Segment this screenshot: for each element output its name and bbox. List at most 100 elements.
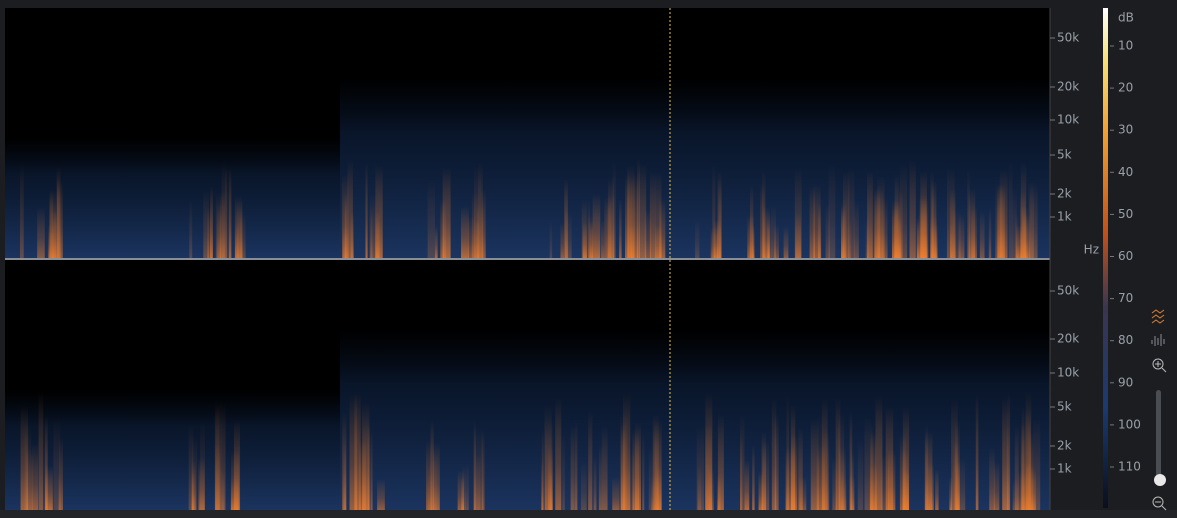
spectral-streak [472, 193, 479, 258]
db-label: 40 [1118, 165, 1133, 179]
spectral-streak [587, 215, 593, 258]
spectral-streak [602, 427, 608, 510]
spectral-streak [956, 462, 960, 510]
spectral-streak [930, 171, 933, 258]
spectral-streak [1018, 471, 1025, 510]
spectral-streak [370, 430, 372, 510]
db-label: 20 [1118, 81, 1133, 95]
spectral-streak [198, 458, 204, 510]
spectrogram-mode-icon[interactable] [1152, 310, 1164, 323]
spectral-streak [217, 203, 221, 258]
zoom-slider-thumb[interactable] [1154, 474, 1166, 486]
spectral-streak [1022, 207, 1028, 258]
spectral-streak [604, 197, 611, 258]
spectrogram-editor: 50k20k10k5k2k1kHz50k20k10k5k2k1kdB102030… [0, 0, 1177, 518]
spectral-streak [431, 420, 434, 510]
freq-label: 20k [1057, 80, 1079, 94]
spectral-streak [1025, 409, 1031, 510]
time-ruler [0, 510, 1177, 518]
spectral-streak [920, 195, 927, 258]
spectral-streak [744, 460, 749, 510]
spectral-streak [763, 206, 770, 258]
spectral-streak [976, 393, 979, 510]
db-label: 60 [1118, 249, 1133, 263]
color-scale-bar [1103, 8, 1108, 508]
spectral-streak [953, 208, 961, 258]
spectral-streak [697, 425, 704, 510]
spectral-streak [903, 406, 909, 510]
freq-label: 50k [1057, 31, 1079, 45]
spectral-streak [461, 206, 469, 258]
spectral-streak [826, 204, 830, 258]
spectral-streak [1030, 182, 1038, 258]
spectral-streak [763, 441, 770, 510]
spectral-streak [571, 425, 575, 510]
spectrogram-view: 50k20k10k5k2k1kHz50k20k10k5k2k1kdB102030… [0, 0, 1177, 518]
spectral-streak [555, 397, 561, 510]
spectral-streak [594, 455, 597, 510]
spectral-streak [581, 461, 587, 510]
spectral-streak [813, 184, 820, 258]
spectral-streak [20, 164, 24, 258]
spectral-streak [642, 432, 644, 510]
spectral-streak [229, 167, 232, 258]
db-label: 10 [1118, 39, 1133, 53]
spectral-streak [841, 201, 846, 258]
spectral-streak [39, 391, 44, 510]
spectral-streak [980, 211, 985, 258]
freq-label: 5k [1057, 148, 1072, 162]
view-toolbar [1152, 310, 1166, 510]
spectral-streak [848, 167, 854, 258]
spectral-streak [562, 432, 565, 510]
spectral-streak [433, 442, 440, 510]
spectral-streak [342, 174, 348, 258]
spectral-streak [627, 449, 634, 510]
spectral-streak [719, 179, 722, 258]
spectral-streak [544, 405, 551, 510]
spectral-streak [53, 205, 56, 258]
spectral-streak [1002, 397, 1008, 510]
spectral-streak [854, 201, 859, 258]
spectral-streak [203, 191, 209, 258]
spectral-streak [619, 198, 621, 258]
spectral-streak [772, 398, 776, 510]
db-label: 90 [1118, 375, 1133, 389]
freq-label: 10k [1057, 113, 1079, 127]
spectral-streak [478, 162, 483, 258]
spectral-streak [1013, 479, 1018, 510]
spectral-streak [786, 394, 789, 510]
zoom-slider-track[interactable] [1156, 390, 1161, 480]
spectral-streak [48, 224, 54, 258]
spectral-streak [443, 200, 446, 258]
spectral-streak [994, 461, 999, 510]
noise-haze [340, 330, 1050, 510]
spectral-streak [784, 226, 789, 258]
zoom-in-button[interactable] [1153, 359, 1166, 372]
spectral-streak [910, 161, 916, 258]
spectral-streak [601, 219, 604, 258]
spectral-streak [875, 396, 882, 510]
spectral-streak [705, 425, 712, 510]
spectral-streak [593, 194, 601, 258]
spectral-streak [935, 469, 938, 510]
zoom-out-button[interactable] [1153, 497, 1166, 510]
db-label: 70 [1118, 291, 1133, 305]
spectral-streak [971, 207, 977, 258]
waveform-mode-icon[interactable] [1152, 334, 1164, 346]
spectral-streak [210, 186, 213, 258]
spectral-streak [798, 428, 803, 510]
spectral-streak [866, 217, 869, 258]
spectral-streak [222, 402, 225, 510]
spectral-streak [864, 417, 871, 510]
spectral-streak [967, 169, 970, 258]
spectral-streak [1031, 467, 1036, 510]
spectral-streak [461, 477, 464, 510]
spectral-streak [1009, 161, 1013, 258]
spectral-streak [818, 445, 825, 510]
db-label: 100 [1118, 417, 1141, 431]
spectral-streak [26, 449, 32, 510]
spectral-streak [350, 394, 358, 510]
spectral-streak [475, 428, 483, 510]
spectral-streak [565, 211, 572, 258]
spectral-streak [428, 180, 435, 258]
